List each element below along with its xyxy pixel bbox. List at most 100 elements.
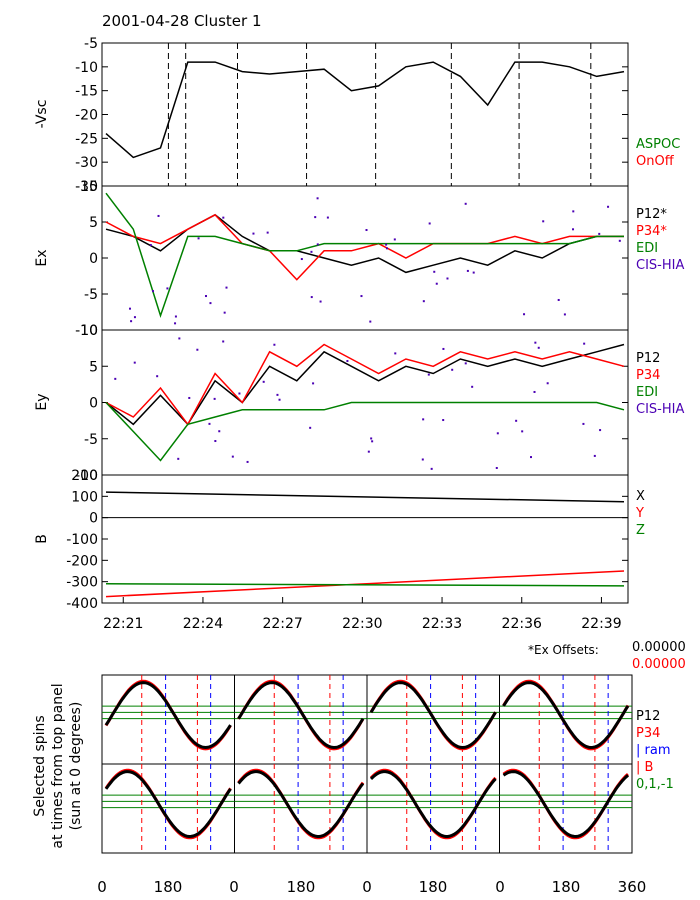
vsc-tick-label: -30 (75, 155, 98, 171)
ex-cis-hia-point (572, 210, 575, 213)
vsc-tick-label: -35 (75, 179, 98, 195)
ex-cis-hia-point (310, 296, 313, 299)
spin-p12-trace (369, 681, 497, 750)
vsc-ylabel: -Vsc (34, 100, 50, 129)
spin-p34-trace (104, 768, 232, 840)
spin-p12-trace (369, 770, 497, 838)
ey-cis-hia-point (156, 375, 159, 378)
ex-cis-hia-point (446, 277, 449, 280)
ey-cis-hia-point (495, 466, 498, 469)
b-y-series-line (105, 570, 625, 598)
ex-tick-label: -10 (75, 323, 98, 339)
spin-x-label: 180 (552, 878, 581, 896)
spin-panel-frame (101, 763, 235, 854)
ex-cis-hia-point (310, 250, 313, 253)
ex-cis-hia-point (225, 286, 228, 289)
spin-panel-frame (101, 674, 235, 765)
ex-cis-hia-point (369, 320, 372, 323)
b-tick-label: 100 (71, 489, 98, 505)
spin-p34-trace (104, 679, 232, 751)
spin-x-label: 180 (419, 878, 448, 896)
time-tick-label: 22:39 (581, 616, 621, 632)
spin-panel-frame (499, 763, 633, 854)
time-tick-label: 22:24 (183, 616, 223, 632)
vsc-tick-labels: -5 -10 -15 -20 -25 -30 -35 (75, 36, 628, 195)
ex-cis-hia-point (152, 290, 155, 293)
offsets-value-red: 0.00000 (632, 657, 686, 672)
ex-tick-label: -5 (84, 287, 98, 303)
ey-cis-hia-point (276, 393, 279, 396)
offsets-label: *Ex Offsets: (528, 643, 599, 657)
b-tick-label: -300 (66, 575, 98, 591)
spin-p34-trace (502, 679, 630, 751)
time-tick-label: 22:27 (262, 616, 302, 632)
spin-x-labels: 0 180 0 180 0 180 0 180 360 (97, 878, 646, 896)
ex-cis-hia-point (385, 243, 388, 246)
ey-cis-hia-point (521, 430, 524, 433)
ex-ylabel: Ex (34, 249, 50, 266)
ex-cis-hia-point (422, 300, 425, 303)
ex-cis-hia-point (149, 244, 152, 247)
ey-cis-hia-point (309, 426, 312, 429)
ex-cis-hia-point (598, 232, 601, 235)
ey-legend-entry: CIS-HIA (636, 402, 684, 417)
ex-cis-hia-point (523, 313, 526, 316)
ey-cis-hia-point (346, 359, 349, 362)
ex-cis-hia-point (435, 282, 438, 285)
b-x-series-line (105, 491, 625, 503)
ex-cis-hia-point (365, 229, 368, 232)
ey-cis-hia-point (312, 382, 315, 385)
b-legend-entry: X (636, 489, 645, 504)
ex-cis-hia-point (197, 237, 200, 240)
ey-ylabel: Ey (34, 393, 50, 410)
ey-cis-hia-point (178, 337, 181, 340)
ey-cis-hia-point (238, 392, 241, 395)
ey-cis-hia-point (214, 440, 217, 443)
ex-cis-hia-point (300, 258, 303, 261)
spins-ylabel-line-1: Selected spins (32, 715, 48, 816)
ey-cis-hia-point (530, 456, 533, 459)
ey-cis-hia-point (427, 373, 430, 376)
ex-cis-hia-point (316, 243, 319, 246)
ey-cis-hia-point (196, 348, 199, 351)
time-tick-label: 22:33 (422, 616, 462, 632)
ey-p12-series-line (105, 343, 625, 426)
spin-x-label: 360 (618, 878, 647, 896)
ey-cis-hia-point (114, 377, 117, 380)
ex-cis-hia-point (174, 322, 177, 325)
vsc-tick-label: -20 (75, 108, 98, 124)
vsc-legend-entry: OnOff (636, 154, 675, 169)
ex-legend-entry: EDI (636, 241, 658, 256)
ex-tick-label: 10 (80, 179, 98, 195)
ey-cis-hia-point (451, 368, 454, 371)
ex-cis-hia-point (133, 316, 136, 319)
ex-legend-entry: P34* (636, 224, 667, 239)
ex-cis-hia-point (204, 295, 207, 298)
ex-cis-hia-point (222, 216, 225, 219)
ex-cis-hia-point (326, 216, 329, 219)
vsc-tick-label: -10 (75, 60, 98, 76)
spin-panels (101, 674, 633, 854)
ey-cis-hia-point (533, 390, 536, 393)
vsc-vsc-series-line (105, 61, 625, 159)
b-tick-label: 0 (89, 511, 98, 527)
ex-cis-hia-point (360, 295, 363, 298)
ex-cis-hia-point (572, 228, 575, 231)
ey-cis-hia-point (422, 418, 425, 421)
ex-cis-hia-point (209, 302, 212, 305)
ex-cis-hia-point (223, 311, 226, 314)
ey-cis-hia-point (442, 347, 445, 350)
ex-cis-hia-point (266, 231, 269, 234)
time-axis-labels: 22:21 22:24 22:27 22:30 22:33 22:36 22:39 (103, 597, 622, 632)
spin-legend-entry: P12 (636, 709, 660, 724)
ey-cis-hia-point (208, 422, 211, 425)
ey-edi-series-line (105, 401, 625, 462)
ex-tick-label: 5 (89, 215, 98, 231)
selected-time-markers (167, 43, 592, 186)
time-tick-label: 22:36 (502, 616, 542, 632)
ey-cis-hia-point (218, 430, 221, 433)
ey-cis-hia-point (213, 397, 216, 400)
series-lines (105, 61, 625, 598)
ey-cis-hia-point (222, 340, 225, 343)
ex-cis-hia-point (563, 313, 566, 316)
